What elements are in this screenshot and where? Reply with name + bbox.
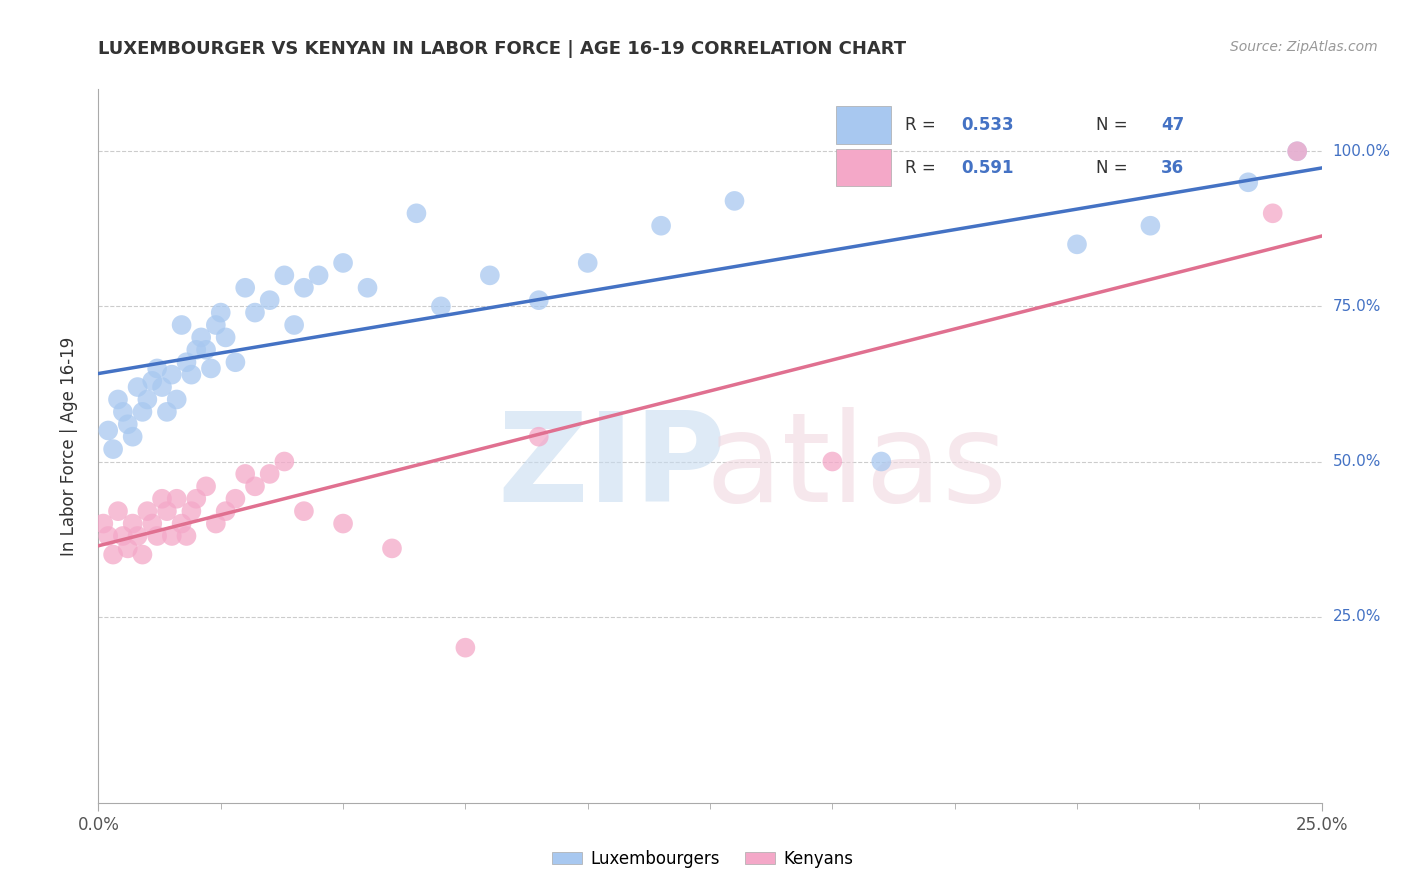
Point [176,529,198,543]
Point [209,305,232,319]
Point [121,516,143,531]
Point [101,442,124,456]
Point [150,380,173,394]
Point [1286,145,1309,159]
Point [405,206,427,220]
Point [131,548,153,562]
Point [121,430,143,444]
Point [111,405,134,419]
Point [1237,175,1260,189]
Point [650,219,672,233]
Text: LUXEMBOURGER VS KENYAN IN LABOR FORCE | AGE 16-19 CORRELATION CHART: LUXEMBOURGER VS KENYAN IN LABOR FORCE | … [98,40,907,58]
Point [233,467,256,481]
Point [186,491,208,506]
Point [176,355,198,369]
Point [195,479,218,493]
Point [150,491,173,506]
Text: 25.0%: 25.0% [1333,609,1381,624]
Point [170,516,193,531]
Point [141,516,163,531]
Point [454,640,477,655]
Point [117,541,139,556]
Point [127,380,149,394]
Point [1066,237,1088,252]
Point [332,516,354,531]
Point [200,361,222,376]
Point [723,194,745,208]
Point [156,405,179,419]
Point [205,318,228,332]
Point [527,430,550,444]
Point [107,504,129,518]
Text: Source: ZipAtlas.com: Source: ZipAtlas.com [1230,40,1378,54]
Point [166,491,188,506]
Point [332,256,354,270]
Point [1261,206,1284,220]
Text: atlas: atlas [706,407,1008,528]
Point [283,318,305,332]
Point [356,281,378,295]
Point [273,454,295,468]
Point [214,330,236,344]
Point [1286,145,1309,159]
Text: 75.0%: 75.0% [1333,299,1381,314]
Point [156,504,179,518]
Point [527,293,550,308]
Point [821,454,844,468]
Point [146,529,169,543]
Point [160,529,183,543]
Point [381,541,404,556]
Point [273,268,295,283]
Point [91,516,114,531]
Point [136,504,159,518]
Point [190,330,212,344]
Point [224,355,246,369]
Text: 100.0%: 100.0% [1333,144,1391,159]
Point [111,529,134,543]
Point [1139,219,1161,233]
Point [166,392,188,407]
Point [97,424,120,438]
Point [243,305,266,319]
Point [205,516,228,531]
Point [107,392,129,407]
Point [870,454,893,468]
Point [141,374,163,388]
Point [259,467,281,481]
Point [195,343,218,357]
Point [308,268,330,283]
Text: ZIP: ZIP [498,407,727,528]
Point [117,417,139,432]
Text: 50.0%: 50.0% [1333,454,1381,469]
Point [576,256,599,270]
Legend: Luxembourgers, Kenyans: Luxembourgers, Kenyans [546,844,860,875]
Point [430,299,453,313]
Point [97,529,120,543]
Point [259,293,281,308]
Point [186,343,208,357]
Point [170,318,193,332]
Point [127,529,149,543]
Point [224,491,246,506]
Y-axis label: In Labor Force | Age 16-19: In Labor Force | Age 16-19 [59,336,77,556]
Point [131,405,153,419]
Point [146,361,169,376]
Point [233,281,256,295]
Point [180,368,202,382]
Point [292,504,315,518]
Point [292,281,315,295]
Point [243,479,266,493]
Point [214,504,236,518]
Point [478,268,501,283]
Point [136,392,159,407]
Point [160,368,183,382]
Point [101,548,124,562]
Point [180,504,202,518]
